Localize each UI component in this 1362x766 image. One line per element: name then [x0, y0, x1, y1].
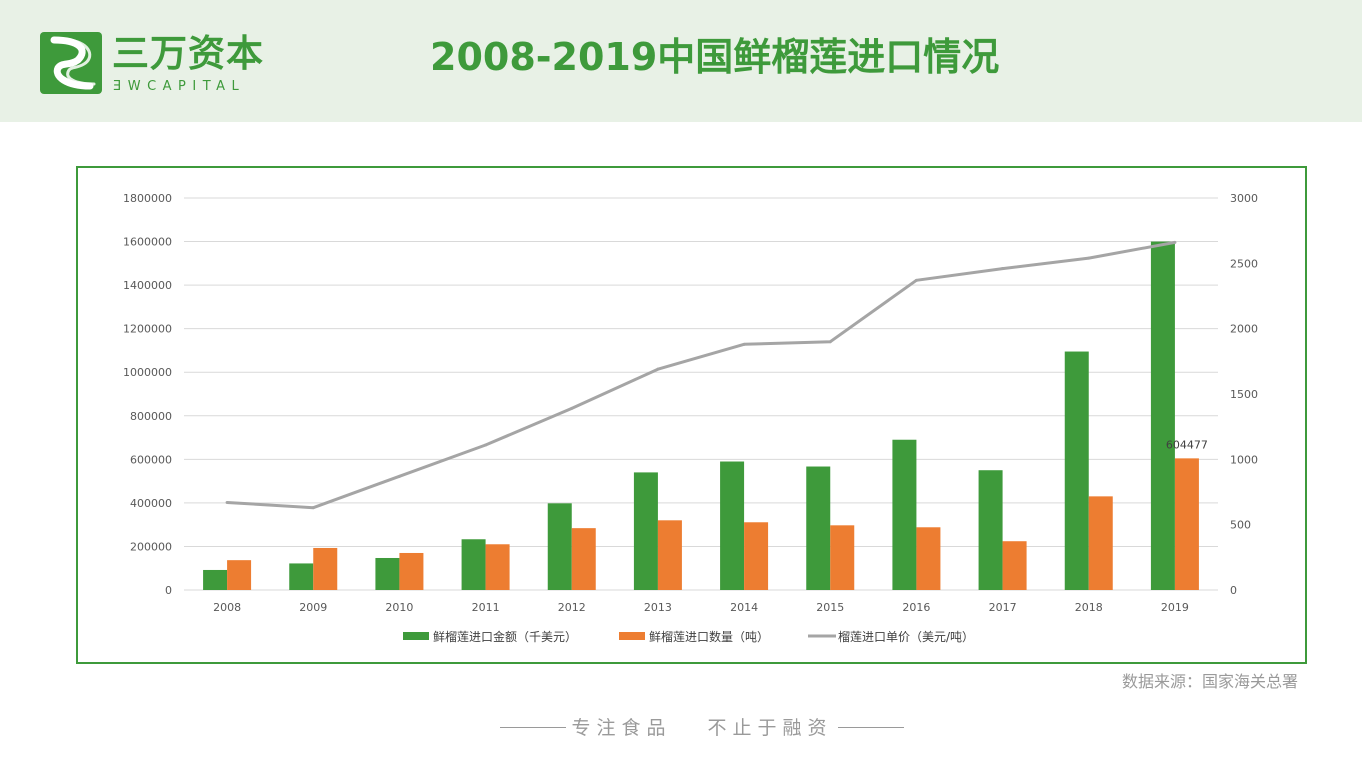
bar-import-quantity	[916, 527, 941, 590]
bar-import-amount	[1150, 241, 1175, 591]
slogan-left-rule	[500, 727, 566, 728]
line-unit-price	[227, 240, 1176, 510]
line-point-unit-price	[742, 342, 746, 346]
chart-frame: 0 200000 400000 600000 800000 1000000 1200000 1…	[76, 166, 1307, 664]
bar-import-amount	[892, 439, 917, 590]
bar-import-amount	[461, 539, 486, 590]
y-left-tick-label: 1200000	[123, 323, 172, 336]
line-point-unit-price	[828, 340, 832, 344]
x-tick-label: 2011	[472, 601, 500, 614]
x-tick-label: 2010	[385, 601, 413, 614]
line-point-unit-price	[1087, 256, 1091, 260]
bar-import-amount	[978, 470, 1003, 590]
x-tick-label: 2008	[213, 601, 241, 614]
bar-import-amount	[203, 569, 228, 590]
line-point-unit-price	[225, 500, 229, 504]
x-tick-label: 2013	[644, 601, 672, 614]
legend-swatch-bar	[619, 632, 645, 640]
y-right-tick-label: 1000	[1230, 453, 1258, 466]
bar-import-quantity	[485, 544, 510, 590]
line-point-unit-price	[484, 443, 488, 447]
bar-import-quantity	[657, 520, 682, 590]
data-source-note: 数据来源：国家海关总署	[1121, 672, 1298, 691]
bar-import-amount	[806, 466, 831, 590]
x-tick-label: 2015	[816, 601, 844, 614]
x-tick-label: 2016	[902, 601, 930, 614]
line-point-unit-price	[914, 278, 918, 282]
y-left-tick-label: 600000	[130, 453, 172, 466]
x-tick-label: 2019	[1161, 601, 1189, 614]
y-left-tick-label: 1800000	[123, 192, 172, 205]
x-tick-label: 2017	[989, 601, 1017, 614]
bar-import-quantity	[227, 560, 252, 590]
x-tick-label: 2009	[299, 601, 327, 614]
x-tick-label: 2018	[1075, 601, 1103, 614]
legend-label: 鲜榴莲进口数量（吨）	[649, 629, 769, 644]
y-right-tick-label: 2000	[1230, 323, 1258, 336]
y-right-tick-label: 3000	[1230, 192, 1258, 205]
y-right-tick-label: 0	[1230, 584, 1237, 597]
bar-import-amount	[720, 461, 745, 590]
bar-import-amount	[289, 563, 314, 590]
line-point-unit-price	[1173, 240, 1177, 244]
header-banner: 三万资本 ƎWCAPITAL 2008-2019中国鲜榴莲进口情况	[0, 0, 1362, 122]
bar-import-quantity	[571, 528, 596, 590]
y-right-tick-label: 500	[1230, 519, 1251, 532]
y-left-tick-label: 1000000	[123, 366, 172, 379]
logo-chinese-text: 三万资本	[112, 32, 264, 75]
bar-import-quantity	[1088, 496, 1113, 590]
y-left-tick-label: 1400000	[123, 279, 172, 292]
bar-import-amount	[547, 503, 572, 590]
slogan-text: 专注食品 不止于融资	[571, 717, 833, 739]
bar-import-quantity	[313, 547, 338, 590]
y-left-tick-label: 800000	[130, 410, 172, 423]
y-left-tick-label: 1600000	[123, 236, 172, 249]
line-point-unit-price	[656, 367, 660, 371]
logo-english-text: ƎWCAPITAL	[113, 79, 246, 94]
logo-mark-icon	[40, 32, 102, 94]
line-point-unit-price	[1001, 267, 1005, 271]
company-logo: 三万资本 ƎWCAPITAL	[40, 32, 280, 96]
legend-label: 榴莲进口单价（美元/吨）	[838, 630, 974, 644]
bar-import-quantity	[1174, 458, 1199, 590]
legend-swatch-bar	[403, 632, 429, 640]
line-point-unit-price	[570, 406, 574, 410]
x-tick-label: 2014	[730, 601, 758, 614]
legend-label: 鲜榴莲进口金额（千美元）	[433, 629, 577, 644]
data-label: 604477	[1166, 438, 1208, 451]
y-right-tick-label: 1500	[1230, 388, 1258, 401]
line-point-unit-price	[311, 506, 315, 510]
slogan-right-rule	[838, 727, 904, 728]
bar-import-amount	[375, 557, 400, 590]
bar-import-quantity	[399, 552, 424, 590]
x-tick-label: 2012	[558, 601, 586, 614]
bar-import-quantity	[1002, 541, 1027, 590]
line-point-unit-price	[397, 474, 401, 478]
bar-import-amount	[1064, 351, 1089, 590]
y-left-tick-label: 200000	[130, 540, 172, 553]
bar-import-amount	[633, 472, 658, 590]
footer-slogan: 专注食品 不止于融资	[500, 714, 904, 742]
page-title: 2008-2019中国鲜榴莲进口情况	[430, 35, 1000, 79]
y-right-tick-label: 2500	[1230, 257, 1258, 270]
bar-import-quantity	[744, 522, 769, 590]
combo-chart: 0 200000 400000 600000 800000 1000000 1200000 1…	[123, 192, 1258, 644]
y-left-tick-label: 0	[165, 584, 172, 597]
y-left-tick-label: 400000	[130, 497, 172, 510]
bar-import-quantity	[830, 525, 855, 590]
